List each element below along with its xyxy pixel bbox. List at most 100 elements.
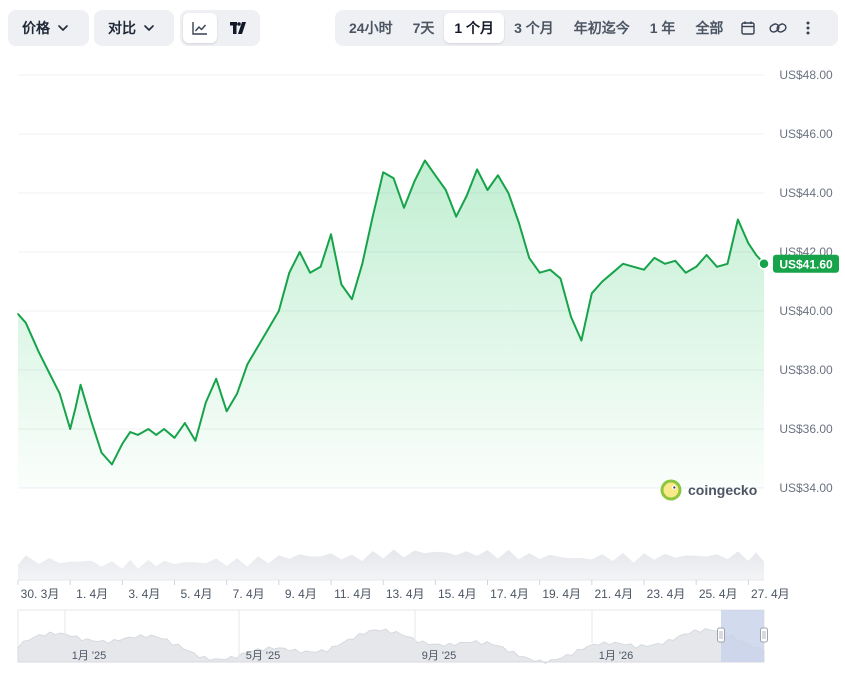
price-point: [455, 215, 458, 218]
more-vertical-icon: [806, 21, 810, 35]
navigator-handle[interactable]: [717, 627, 725, 643]
price-area-fill: [18, 160, 764, 488]
price-point: [25, 322, 27, 324]
chart-type-toggle: [180, 10, 260, 46]
time-range-selector: 24小时 7天 1 个月 3 个月 年初迄今 1 年 全部: [335, 10, 838, 46]
price-point: [559, 277, 562, 280]
range-button-1[interactable]: 7天: [412, 20, 435, 36]
price-point: [121, 442, 124, 445]
price-point: [90, 419, 92, 421]
price-point: [643, 268, 645, 271]
price-point: [507, 192, 510, 194]
price-point: [716, 265, 718, 268]
price-point: [246, 363, 249, 365]
calendar-button[interactable]: [733, 13, 763, 43]
price-point: [184, 422, 186, 424]
price-point: [137, 434, 139, 436]
coingecko-logo-text: coingecko: [688, 482, 758, 498]
price-point: [518, 221, 520, 224]
chevron-down-icon: [144, 25, 154, 31]
range-button-5[interactable]: 1 年: [649, 20, 676, 36]
x-tick-label: 1. 4月: [76, 587, 108, 601]
link-icon: [769, 23, 788, 33]
price-point: [674, 260, 677, 262]
price-point: [726, 263, 729, 265]
price-point: [288, 271, 291, 274]
price-point: [129, 431, 131, 433]
navigator-handle[interactable]: [760, 627, 768, 643]
price-point: [392, 177, 395, 180]
price-dropdown-label: 价格: [22, 20, 50, 36]
price-point: [278, 310, 280, 312]
y-tick-label: US$40.00: [779, 304, 833, 318]
x-tick-label: 21. 4月: [594, 587, 633, 601]
price-point: [58, 392, 61, 395]
line-chart-icon: [192, 22, 207, 35]
price-point: [48, 372, 51, 374]
price-point: [549, 268, 551, 271]
y-tick-label: US$46.00: [779, 127, 833, 141]
price-point: [465, 195, 468, 197]
price-point: [111, 463, 113, 466]
x-tick-label: 17. 4月: [490, 587, 529, 601]
link-button[interactable]: [763, 13, 793, 43]
price-point: [205, 401, 207, 404]
navigator-selection[interactable]: [721, 610, 764, 662]
price-point: [486, 189, 489, 191]
price-point: [611, 271, 614, 274]
x-tick-label: 19. 4月: [542, 587, 581, 601]
y-tick-label: US$44.00: [779, 186, 833, 200]
price-point: [194, 440, 197, 442]
price-point: [403, 206, 405, 209]
price-point: [653, 257, 656, 259]
range-button-4[interactable]: 年初迄今: [573, 20, 630, 36]
coingecko-logo-icon: [660, 479, 682, 501]
range-button-0[interactable]: 24小时: [349, 20, 393, 36]
price-point: [155, 434, 158, 436]
price-point: [79, 383, 82, 386]
price-point: [570, 316, 572, 318]
price-point: [361, 263, 364, 265]
price-point: [444, 189, 447, 191]
coingecko-watermark: coingecko: [660, 479, 757, 501]
price-point: [632, 265, 635, 268]
more-options-button[interactable]: [793, 13, 823, 43]
price-point: [319, 265, 322, 268]
range-button-2[interactable]: 1 个月: [444, 13, 505, 43]
price-point: [215, 378, 218, 380]
navigator-label: 1月 '26: [599, 650, 634, 662]
range-button-3[interactable]: 3 个月: [514, 20, 554, 36]
x-tick-label: 15. 4月: [438, 587, 477, 601]
tradingview-button[interactable]: [221, 13, 255, 43]
price-dropdown[interactable]: 价格: [8, 10, 89, 46]
y-tick-label: US$36.00: [779, 422, 833, 436]
x-tick-label: 5. 4月: [180, 587, 212, 601]
price-point: [434, 174, 437, 177]
price-point: [267, 327, 270, 330]
price-point: [705, 254, 708, 256]
price-point: [298, 251, 301, 253]
price-point: [497, 174, 499, 177]
price-point: [163, 428, 165, 430]
compare-dropdown[interactable]: 对比: [94, 10, 174, 46]
range-button-6[interactable]: 全部: [695, 20, 724, 36]
price-point: [684, 271, 687, 274]
price-point: [236, 392, 238, 395]
price-point: [747, 242, 750, 244]
x-tick-label: 25. 4月: [699, 587, 738, 601]
price-point: [340, 283, 343, 286]
x-tick-label: 3. 4月: [128, 587, 160, 601]
price-point: [476, 168, 478, 171]
price-point: [382, 171, 384, 174]
navigator-label: 5月 '25: [246, 650, 281, 662]
price-point: [17, 313, 19, 315]
price-point: [100, 451, 103, 454]
price-point: [580, 339, 583, 342]
price-point: [309, 271, 311, 274]
price-point: [257, 345, 259, 348]
price-point: [737, 218, 739, 221]
price-point: [69, 428, 71, 430]
line-chart-button[interactable]: [183, 13, 217, 43]
x-tick-label: 13. 4月: [386, 587, 425, 601]
